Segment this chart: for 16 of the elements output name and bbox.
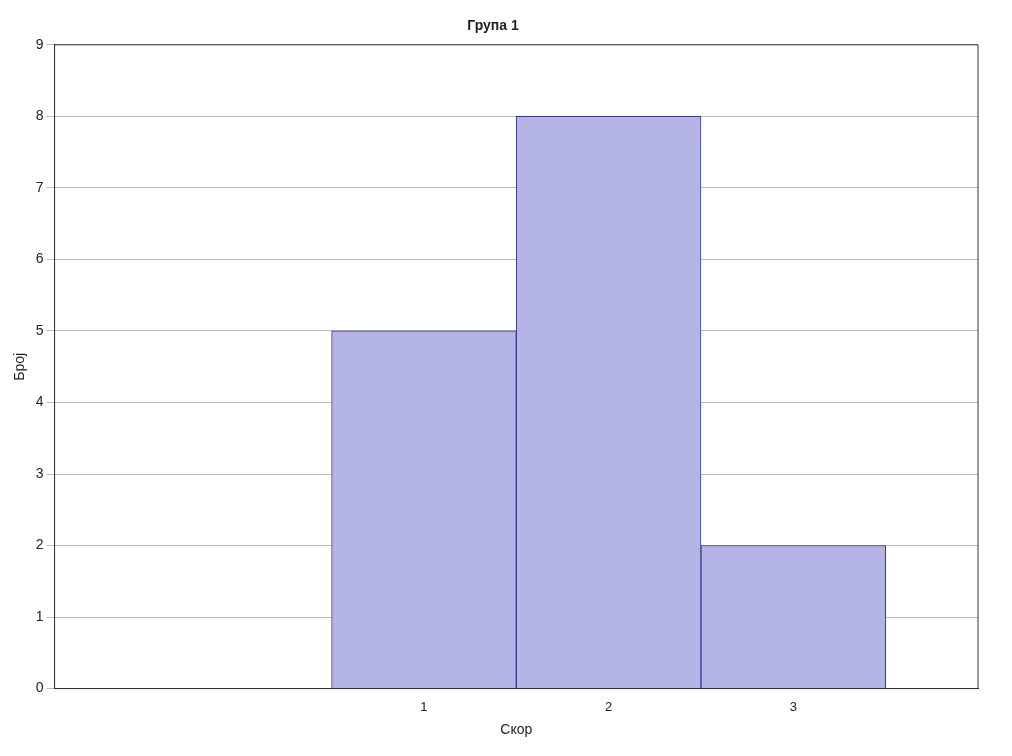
y-tick-label: 3 bbox=[35, 464, 44, 481]
y-tick-label: 7 bbox=[35, 178, 44, 195]
y-tick-label: 6 bbox=[35, 250, 44, 267]
y-tick-label: 8 bbox=[35, 107, 44, 124]
y-tick-label: 9 bbox=[35, 35, 44, 52]
y-tick-label: 5 bbox=[35, 321, 44, 338]
y-tick-label: 2 bbox=[35, 536, 44, 553]
y-axis-title: Број bbox=[11, 352, 28, 381]
x-tick-label: 1 bbox=[420, 698, 428, 714]
x-axis-title: Скор bbox=[500, 721, 533, 738]
x-tick-label: 2 bbox=[605, 698, 613, 714]
x-tick-label: 3 bbox=[789, 698, 797, 714]
y-tick-label: 4 bbox=[35, 393, 44, 410]
y-tick-label: 1 bbox=[35, 607, 44, 624]
chart-title: Група 1 bbox=[467, 17, 519, 34]
y-tick-label: 0 bbox=[35, 679, 44, 696]
